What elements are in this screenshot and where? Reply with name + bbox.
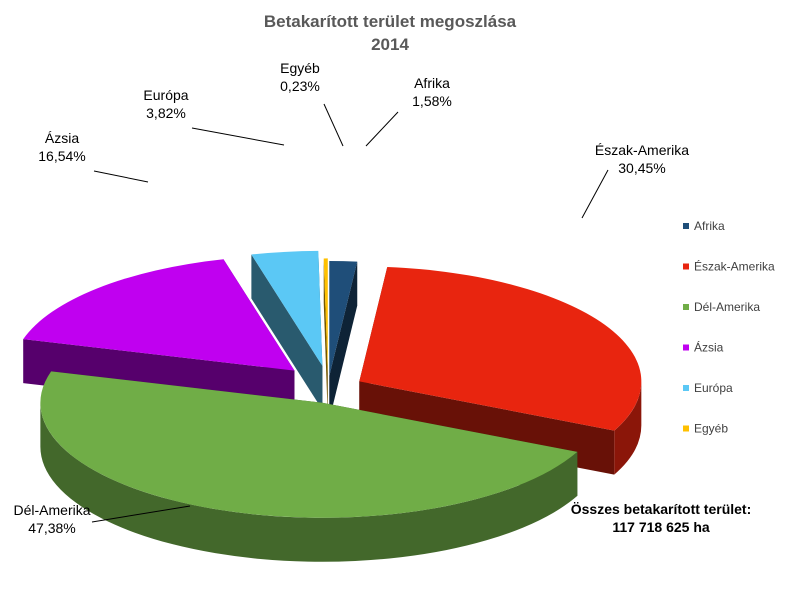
data-label-value: 3,82% bbox=[146, 105, 186, 121]
data-label-name: Észak-Amerika bbox=[595, 142, 689, 158]
chart-subtitle: 2014 bbox=[371, 35, 409, 54]
slice-cut-face bbox=[329, 261, 358, 421]
leader-line-európa bbox=[191, 127, 285, 146]
slice-side-wall bbox=[40, 402, 578, 562]
slice-cut-face bbox=[323, 258, 328, 418]
slice-top bbox=[251, 250, 323, 366]
total-area-label: Összes betakarított terület: bbox=[571, 501, 752, 517]
legend-label: Egyéb bbox=[694, 422, 728, 436]
legend-swatch-dél-amerika bbox=[683, 304, 689, 310]
label-leader-lines bbox=[91, 103, 609, 523]
total-area-value: 117 718 625 ha bbox=[612, 519, 710, 535]
pie-slice-dél-amerika bbox=[40, 371, 578, 562]
data-label-name: Egyéb bbox=[280, 60, 320, 76]
data-label-value: 1,58% bbox=[412, 93, 452, 109]
legend-label: Dél-Amerika bbox=[694, 300, 760, 314]
data-label-value: 30,45% bbox=[618, 160, 665, 176]
data-label-name: Ázsia bbox=[45, 130, 79, 146]
pie-slice-afrika bbox=[329, 261, 358, 421]
slice-top bbox=[359, 266, 642, 431]
data-label-name: Európa bbox=[143, 87, 188, 103]
legend-swatch-egyéb bbox=[683, 425, 689, 432]
legend-label: Európa bbox=[694, 381, 733, 395]
slice-side-wall bbox=[614, 381, 642, 475]
legend-label: Észak-Amerika bbox=[694, 259, 775, 274]
leader-line-ázsia bbox=[93, 170, 149, 183]
leader-line-egyéb bbox=[323, 103, 344, 147]
data-label-value: 0,23% bbox=[280, 78, 320, 94]
leader-line-észak-amerika bbox=[581, 169, 609, 219]
slice-top bbox=[40, 371, 578, 518]
pie-slices bbox=[23, 250, 642, 562]
chart-title: Betakarított terület megoszlása bbox=[264, 12, 517, 31]
data-label-name: Dél-Amerika bbox=[13, 502, 90, 518]
legend-swatch-ázsia bbox=[683, 344, 689, 351]
data-label-value: 47,38% bbox=[28, 520, 75, 536]
legend-swatch-afrika bbox=[683, 223, 689, 229]
pie-slice-európa bbox=[251, 250, 323, 410]
legend-swatch-észak-amerika bbox=[683, 263, 689, 270]
data-labels: Afrika 1,58% Észak-Amerika 30,45% Dél-Amerik… bbox=[13, 60, 689, 536]
slice-top bbox=[323, 258, 328, 374]
slice-top bbox=[23, 259, 295, 371]
leader-line-dél-amerika bbox=[91, 505, 191, 523]
leader-line-afrika bbox=[365, 111, 399, 147]
slice-cut-face bbox=[251, 254, 323, 410]
legend-swatch-európa bbox=[683, 385, 689, 391]
legend: Afrika Észak-Amerika Dél-Amerika Ázsia Európ… bbox=[683, 219, 775, 436]
data-label-value: 16,54% bbox=[38, 148, 85, 164]
data-label-name: Afrika bbox=[414, 75, 450, 91]
slice-top bbox=[329, 261, 358, 377]
legend-label: Ázsia bbox=[694, 340, 724, 355]
legend-label: Afrika bbox=[694, 219, 725, 233]
pie-slice-egyéb bbox=[323, 258, 328, 418]
